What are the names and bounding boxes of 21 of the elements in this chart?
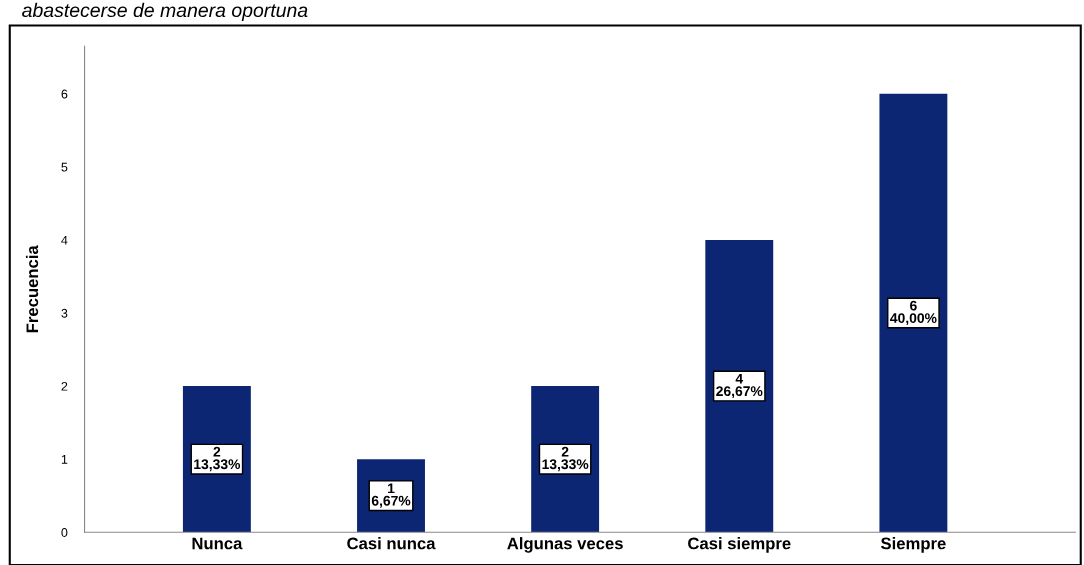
- y-tick-label: 1: [61, 455, 68, 464]
- bar: [879, 93, 948, 533]
- y-tick-label: 6: [61, 89, 68, 99]
- data-label: 1 6,67%: [371, 483, 411, 508]
- y-tick-label: 0: [61, 528, 68, 537]
- y-tick-label: 4: [61, 235, 68, 245]
- data-label: 2 13,33%: [194, 446, 241, 472]
- x-tick-label: Casi nunca: [347, 537, 436, 550]
- y-tick-label: 3: [61, 308, 68, 318]
- y-tick-label: 2: [61, 381, 68, 391]
- x-tick-label: Siempre: [880, 537, 946, 553]
- bar: [705, 239, 774, 533]
- x-tick-label: Casi siempre: [688, 537, 791, 553]
- chart-title: abastecerse de manera oportuna: [22, 2, 308, 21]
- x-tick-label: Algunas veces: [507, 537, 623, 553]
- y-axis-title: Frecuencia: [25, 245, 39, 333]
- data-label: 4 26,67%: [716, 373, 763, 399]
- y-tick-label: 5: [61, 162, 68, 172]
- x-tick-label: Nunca: [192, 537, 243, 550]
- data-label: 6 40,00%: [890, 300, 937, 325]
- data-label: 2 13,33%: [542, 446, 589, 472]
